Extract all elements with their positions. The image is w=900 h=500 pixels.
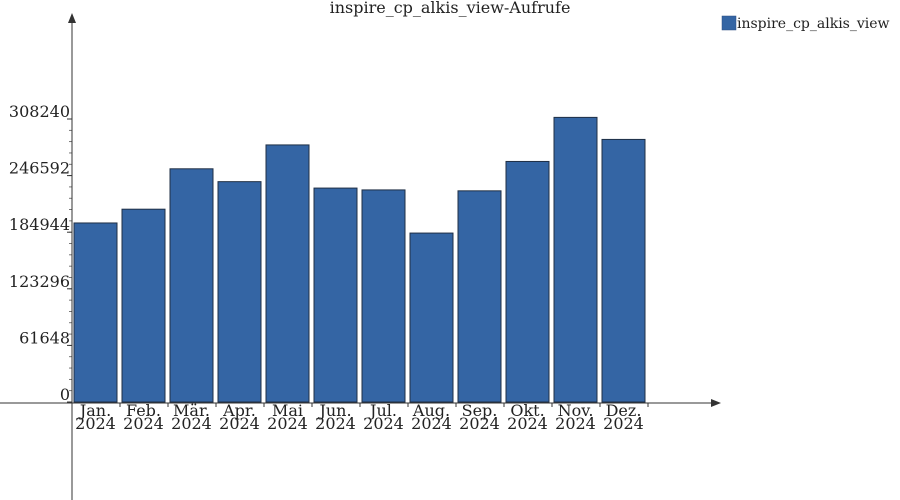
x-tick-label-year-2: 2024 <box>171 414 212 433</box>
bar-8 <box>457 190 502 403</box>
x-tick-label-year-6: 2024 <box>363 414 404 433</box>
x-tick-label-year-3: 2024 <box>219 414 260 433</box>
x-tick-label-month-10: Nov. <box>558 401 594 420</box>
bar-2 <box>169 168 214 403</box>
legend-swatch <box>721 15 737 31</box>
bar-11 <box>601 138 646 403</box>
x-tick-label-year-1: 2024 <box>123 414 164 433</box>
bar-6 <box>361 189 406 403</box>
bar-10 <box>553 116 598 403</box>
x-axis-ticks: Jan.2024Feb.2024Mär.2024Apr.2024Mai2024J… <box>71 401 649 433</box>
x-axis-arrow <box>711 399 721 407</box>
bar-9 <box>505 160 550 403</box>
y-tick-label-1: 61648 <box>19 328 70 347</box>
y-tick-label-5: 308240 <box>9 102 70 121</box>
bar-7 <box>409 232 454 403</box>
x-tick-label-month-6: Jul. <box>368 401 397 420</box>
bar-3 <box>217 181 262 403</box>
y-axis-arrow <box>68 13 76 23</box>
y-tick-label-0: 0 <box>60 385 70 404</box>
x-tick-label-month-3: Apr. <box>222 401 256 420</box>
y-tick-label-3: 184944 <box>9 215 70 234</box>
bar-4 <box>265 144 310 403</box>
x-tick-label-month-4: Mai <box>272 401 303 420</box>
x-tick-label-month-8: Sep. <box>462 401 498 420</box>
x-tick-label-year-7: 2024 <box>411 414 452 433</box>
x-tick-label-year-0: 2024 <box>75 414 116 433</box>
x-tick-label-month-7: Aug. <box>412 401 450 420</box>
x-tick-label-year-4: 2024 <box>267 414 308 433</box>
y-tick-label-4: 246592 <box>9 159 70 178</box>
bars-group <box>73 116 646 403</box>
y-axis-ticks: 0 61648 123296 184944 246592 308240 <box>9 102 72 404</box>
x-tick-label-month-5: Jun. <box>317 401 351 420</box>
x-tick-label-year-11: 2024 <box>603 414 644 433</box>
x-tick-label-month-1: Feb. <box>126 401 161 420</box>
x-tick-label-year-9: 2024 <box>507 414 548 433</box>
bar-5 <box>313 187 358 403</box>
bar-1 <box>121 208 166 403</box>
legend-label: inspire_cp_alkis_view <box>737 16 890 32</box>
x-tick-label-year-5: 2024 <box>315 414 356 433</box>
bar-0 <box>73 222 118 403</box>
x-tick-label-month-2: Mär. <box>173 401 210 420</box>
chart-title: inspire_cp_alkis_view-Aufrufe <box>330 0 571 17</box>
x-tick-label-year-8: 2024 <box>459 414 500 433</box>
x-tick-label-month-9: Okt. <box>510 401 544 420</box>
x-tick-label-month-11: Dez. <box>606 401 642 420</box>
x-tick-label-year-10: 2024 <box>555 414 596 433</box>
x-tick-label-month-0: Jan. <box>78 401 111 420</box>
y-tick-label-2: 123296 <box>9 272 70 291</box>
